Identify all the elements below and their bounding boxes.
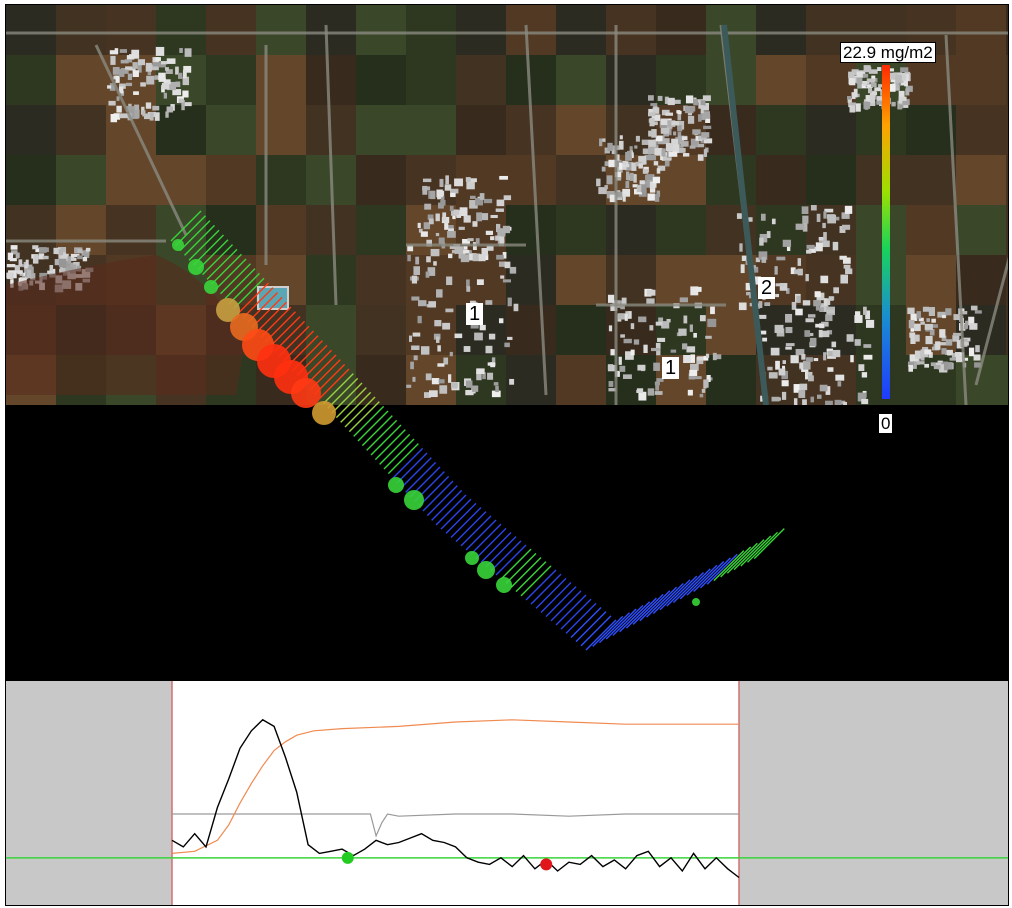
profile-chart-panel (6, 680, 1008, 905)
profile-chart (6, 681, 1008, 905)
plume-overlay (6, 210, 1008, 680)
legend-max-label: 22.9 mg/m2 (840, 42, 936, 63)
chart-series-2 (172, 813, 739, 838)
legend-min-label: 0 (878, 413, 894, 434)
chart-marker-1 (540, 858, 553, 871)
map-view[interactable]: 1 1 2 22.9 mg/m2 0 (6, 5, 1008, 680)
chart-marker-0 (341, 851, 354, 864)
chart-series-0 (171, 718, 740, 879)
viewer-frame: 1 1 2 22.9 mg/m2 0 (5, 4, 1009, 906)
site-label-1b: 1 (662, 357, 680, 379)
chart-plot-area (172, 681, 739, 905)
concentration-colorbar (882, 65, 890, 399)
site-label-1a: 1 (466, 303, 484, 325)
site-label-2: 2 (758, 277, 776, 299)
chart-series-1 (171, 719, 739, 854)
